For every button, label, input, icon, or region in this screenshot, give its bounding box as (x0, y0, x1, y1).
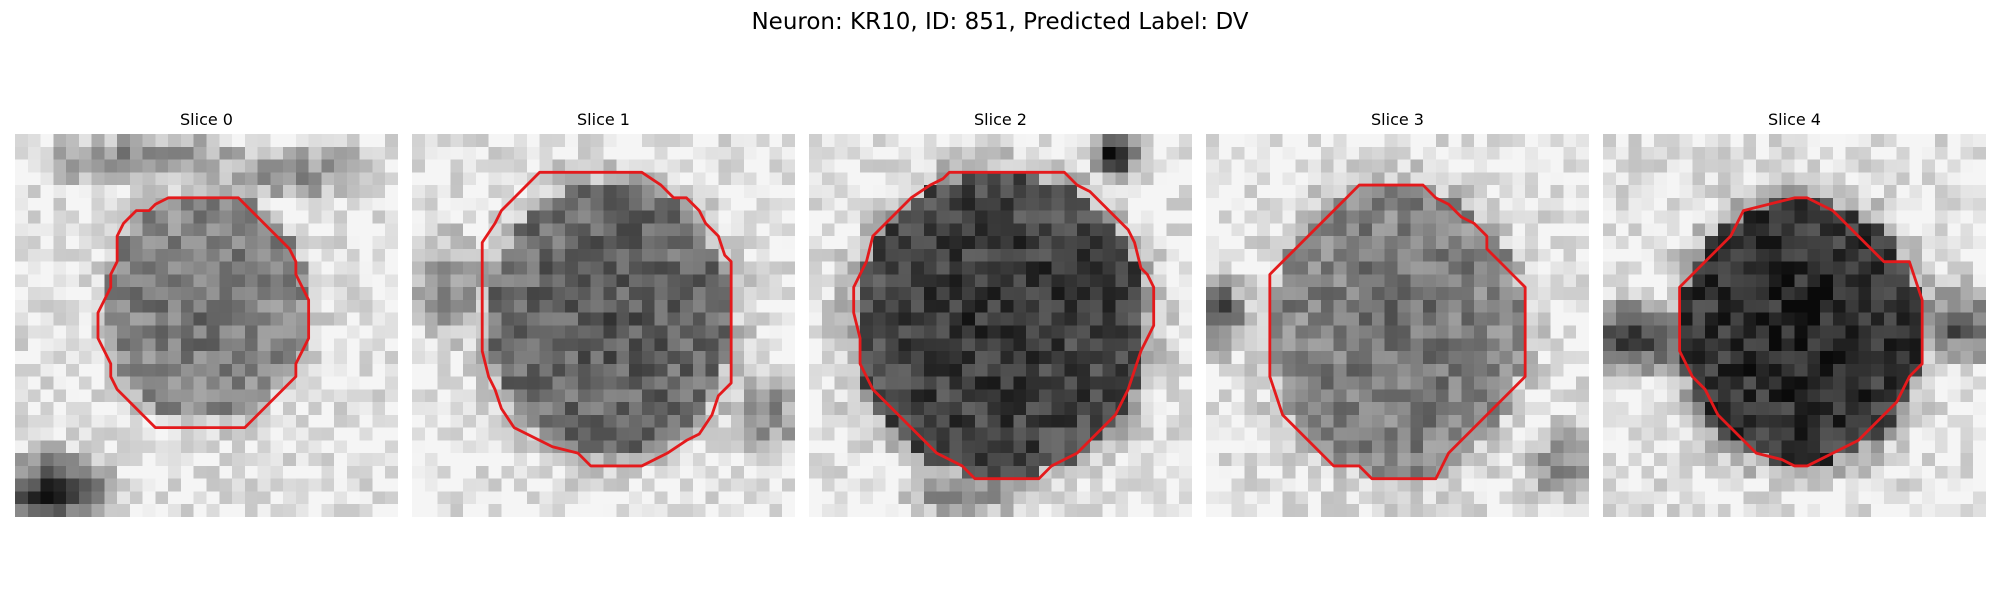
slice-panel-2: Slice 2 (809, 110, 1192, 517)
slice-title-0: Slice 0 (180, 110, 233, 129)
figure-title: Neuron: KR10, ID: 851, Predicted Label: … (751, 9, 1249, 35)
slice-image-4 (1603, 134, 1986, 517)
slice-panel-0: Slice 0 (15, 110, 398, 517)
slice-panel-1: Slice 1 (412, 110, 795, 517)
slice-panel-3: Slice 3 (1206, 110, 1589, 517)
slice-image-3 (1206, 134, 1589, 517)
slice-panel-4: Slice 4 (1603, 110, 1986, 517)
slice-image-1 (412, 134, 795, 517)
cell-contour-3 (1268, 183, 1527, 481)
pixel-grid-4 (1603, 134, 1986, 517)
cell-contour-1 (480, 170, 733, 468)
pixel-grid-1 (412, 134, 795, 517)
slice-image-2 (809, 134, 1192, 517)
pixel-grid-0 (15, 134, 398, 517)
cell-contour-4 (1678, 196, 1924, 468)
pixel-grid-2 (809, 134, 1192, 517)
cell-contour-2 (852, 170, 1156, 481)
slice-title-2: Slice 2 (974, 110, 1027, 129)
slice-image-0 (15, 134, 398, 517)
pixel-grid-3 (1206, 134, 1589, 517)
slice-title-4: Slice 4 (1768, 110, 1821, 129)
cell-contour-0 (96, 196, 311, 430)
slice-title-3: Slice 3 (1371, 110, 1424, 129)
slice-title-1: Slice 1 (577, 110, 630, 129)
